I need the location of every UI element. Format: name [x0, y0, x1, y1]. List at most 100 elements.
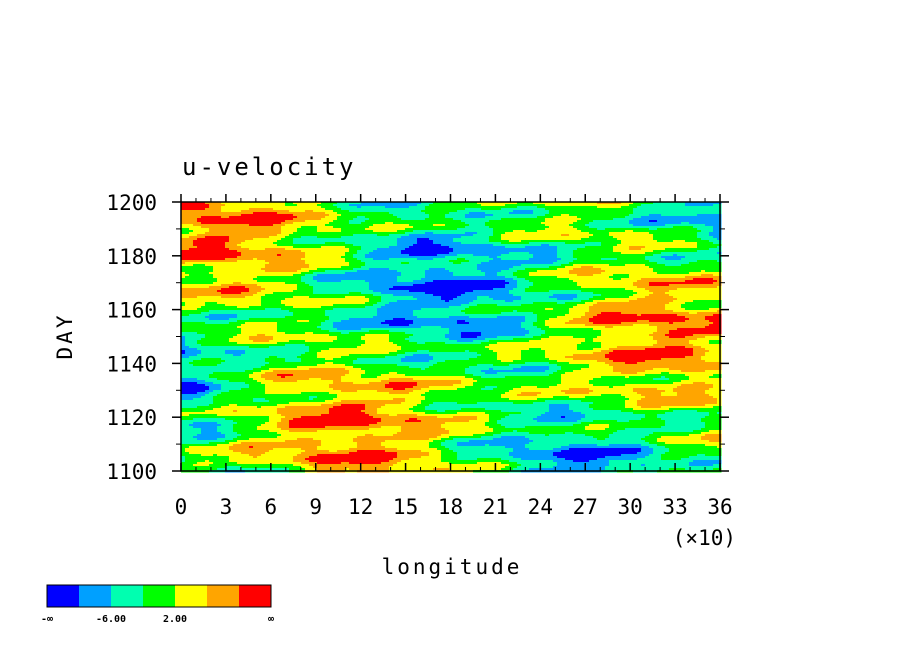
heatmap-cell	[421, 210, 426, 213]
heatmap-cell	[641, 250, 646, 253]
heatmap-cell	[349, 242, 354, 245]
heatmap-cell	[313, 244, 318, 247]
heatmap-cell	[705, 244, 710, 247]
heatmap-cell	[429, 234, 434, 237]
heatmap-cell	[229, 252, 234, 255]
heatmap-cell	[581, 230, 586, 233]
heatmap-cell	[405, 244, 410, 247]
heatmap-cell	[521, 244, 526, 247]
heatmap-cell	[353, 260, 358, 263]
heatmap-cell	[681, 264, 686, 267]
heatmap-cell	[661, 226, 666, 229]
heatmap-cell	[633, 258, 638, 261]
heatmap-cell	[213, 218, 218, 221]
heatmap-cell	[201, 246, 206, 249]
heatmap-cell	[337, 220, 342, 223]
heatmap-cell	[349, 238, 354, 241]
heatmap-cell	[317, 236, 322, 239]
heatmap-cell	[669, 216, 674, 219]
heatmap-cell	[481, 228, 486, 231]
heatmap-cell	[713, 228, 718, 231]
heatmap-cell	[505, 226, 510, 229]
heatmap-cell	[557, 218, 562, 221]
heatmap-cell	[453, 262, 458, 265]
heatmap-cell	[549, 208, 554, 211]
heatmap-cell	[525, 254, 530, 257]
heatmap-cell	[609, 208, 614, 211]
heatmap-cell	[549, 236, 554, 239]
heatmap-cell	[181, 208, 186, 211]
heatmap-cell	[485, 252, 490, 255]
heatmap-cell	[333, 246, 338, 249]
heatmap-cell	[449, 234, 454, 237]
heatmap-cell	[525, 252, 530, 255]
heatmap-cell	[357, 234, 362, 237]
heatmap-cell	[693, 224, 698, 227]
heatmap-cell	[297, 210, 302, 213]
heatmap-cell	[353, 246, 358, 249]
heatmap-cell	[445, 256, 450, 259]
heatmap-cell	[553, 268, 558, 271]
heatmap-cell	[553, 234, 558, 237]
heatmap-cell	[569, 208, 574, 211]
heatmap-cell	[477, 230, 482, 233]
heatmap-cell	[377, 242, 382, 245]
heatmap-cell	[193, 238, 198, 241]
heatmap-cell	[245, 222, 250, 225]
heatmap-cell	[545, 202, 550, 205]
heatmap-cell	[713, 222, 718, 225]
heatmap-cell	[677, 236, 682, 239]
heatmap-cell	[401, 210, 406, 213]
heatmap-cell	[201, 218, 206, 221]
heatmap-cell	[305, 220, 310, 223]
heatmap-cell	[681, 262, 686, 265]
heatmap-cell	[677, 248, 682, 251]
heatmap-cell	[425, 228, 430, 231]
heatmap-cell	[509, 204, 514, 207]
heatmap-cell	[665, 254, 670, 257]
heatmap-cell	[257, 220, 262, 223]
heatmap-cell	[637, 248, 642, 251]
heatmap-cell	[449, 272, 454, 275]
heatmap-cell	[453, 226, 458, 229]
heatmap-cell	[565, 216, 570, 219]
heatmap-cell	[305, 272, 310, 275]
heatmap-cell	[281, 252, 286, 255]
heatmap-cell	[557, 240, 562, 243]
heatmap-cell	[541, 250, 546, 253]
heatmap-cell	[629, 264, 634, 267]
heatmap-cell	[373, 258, 378, 261]
heatmap-cell	[249, 206, 254, 209]
heatmap-cell	[585, 268, 590, 271]
heatmap-cell	[429, 204, 434, 207]
heatmap-cell	[441, 250, 446, 253]
heatmap-cell	[449, 226, 454, 229]
heatmap-cell	[513, 256, 518, 259]
heatmap-cell	[217, 264, 222, 267]
heatmap-cell	[537, 224, 542, 227]
heatmap-cell	[693, 228, 698, 231]
heatmap-cell	[197, 256, 202, 259]
heatmap-cell	[233, 218, 238, 221]
heatmap-cell	[593, 254, 598, 257]
heatmap-cell	[313, 258, 318, 261]
heatmap-cell	[189, 236, 194, 239]
heatmap-cell	[369, 260, 374, 263]
heatmap-cell	[317, 218, 322, 221]
heatmap-cell	[185, 276, 190, 279]
heatmap-cell	[437, 270, 442, 273]
heatmap-cell	[369, 270, 374, 273]
heatmap-cell	[425, 272, 430, 275]
heatmap-cell	[201, 272, 206, 275]
heatmap-cell	[249, 254, 254, 257]
heatmap-cell	[601, 246, 606, 249]
heatmap-cell	[441, 232, 446, 235]
heatmap-cell	[421, 274, 426, 277]
heatmap-cell	[265, 210, 270, 213]
heatmap-cell	[385, 234, 390, 237]
heatmap-cell	[685, 248, 690, 251]
heatmap-cell	[653, 240, 658, 243]
heatmap-cell	[181, 202, 186, 205]
heatmap-cell	[297, 248, 302, 251]
heatmap-cell	[709, 272, 714, 275]
